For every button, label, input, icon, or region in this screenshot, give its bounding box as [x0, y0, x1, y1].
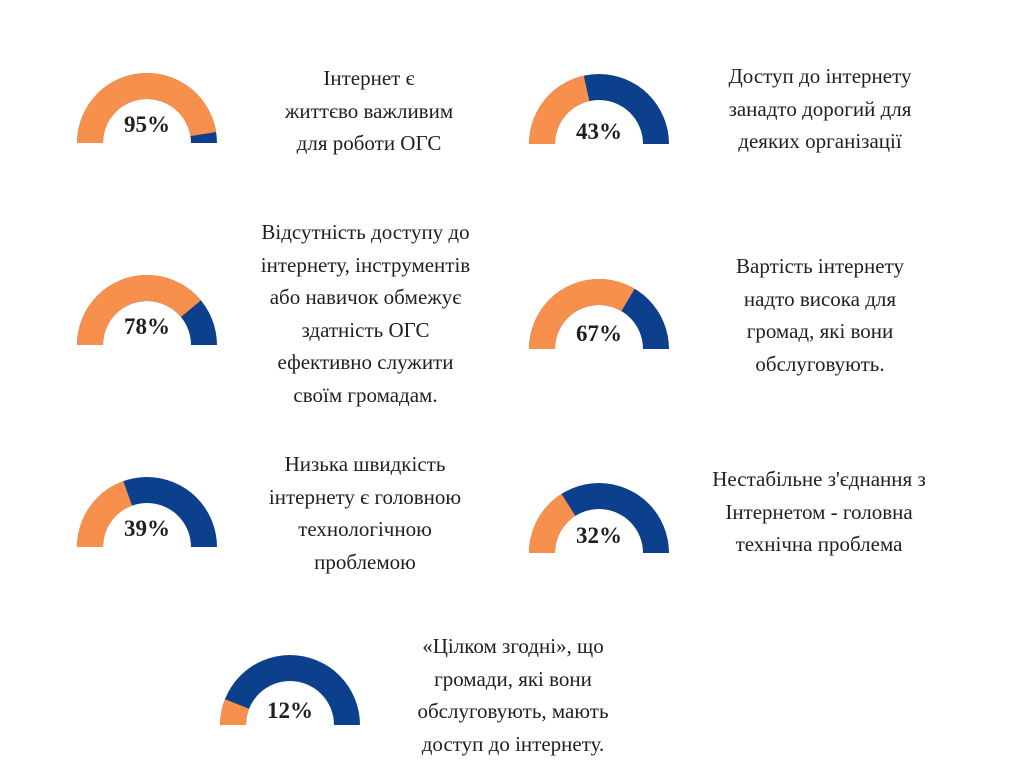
gauge-1-arcs — [77, 73, 217, 143]
gauge-7: 12% — [220, 655, 360, 727]
gauge-7-fill — [220, 699, 250, 725]
gauge-3-value: 78% — [124, 314, 170, 339]
gauge-1: 95% — [77, 73, 217, 145]
gauge-6: 32% — [529, 483, 669, 555]
gauge-6-value: 32% — [576, 523, 622, 548]
gauge-2: 43% — [529, 74, 669, 146]
gauge-5-caption: Низька швидкість інтернету є головною те… — [268, 452, 462, 574]
gauge-3: 78% — [77, 275, 217, 347]
gauge-4-arcs — [529, 279, 669, 349]
gauge-1-value: 95% — [124, 112, 170, 137]
gauge-3-caption: Відсутність доступу до інтернету, інстру… — [260, 220, 471, 407]
gauge-5-fill — [77, 481, 133, 547]
gauge-4-fill — [529, 279, 635, 349]
gauge-1-caption: Інтернет є життєво важливим для роботи О… — [284, 66, 454, 155]
gauge-6-caption: Нестабільне з'єднання з Інтернетом - гол… — [712, 467, 926, 556]
gauge-5-value: 39% — [124, 516, 170, 541]
gauge-2-fill — [529, 75, 590, 144]
gauge-4-value: 67% — [576, 321, 622, 346]
gauge-3-fill — [77, 275, 201, 345]
gauge-7-arcs — [220, 655, 360, 725]
gauge-3-arcs — [77, 275, 217, 345]
gauge-5-arcs — [77, 477, 217, 547]
gauge-6-fill — [529, 493, 576, 553]
gauge-7-value: 12% — [267, 698, 313, 723]
gauge-6-arcs — [529, 483, 669, 553]
gauge-7-track — [220, 655, 360, 725]
gauge-1-fill — [77, 73, 217, 143]
gauge-4: 67% — [529, 279, 669, 351]
gauge-2-value: 43% — [576, 119, 622, 144]
gauge-4-caption: Вартість інтернету надто висока для гром… — [736, 254, 904, 376]
gauge-5: 39% — [77, 477, 217, 549]
gauge-2-caption: Доступ до інтернету занадто дорогий для … — [728, 64, 912, 153]
gauge-2-arcs — [529, 74, 669, 144]
gauge-7-caption: «Цілком згодні», що громади, які вони об… — [417, 634, 609, 756]
